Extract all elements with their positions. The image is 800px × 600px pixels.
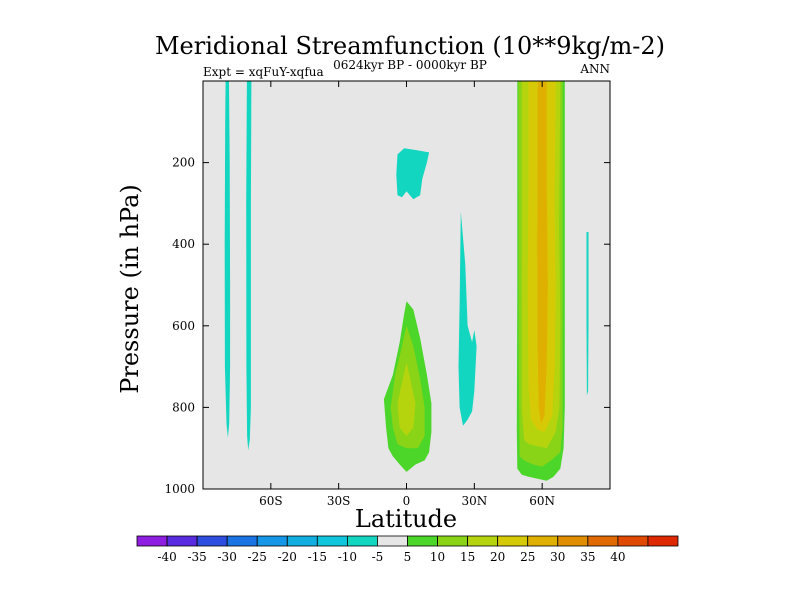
colorbar-swatch	[286, 535, 318, 547]
colorbar-label: -20	[278, 550, 297, 564]
colorbar-swatch	[437, 535, 469, 547]
contour-region-2	[396, 148, 430, 200]
y-tick-label: 1000	[164, 482, 195, 496]
x-axis-label: Latitude	[355, 505, 457, 533]
colorbar-label: -10	[338, 550, 357, 564]
colorbar-label: -35	[187, 550, 206, 564]
colorbar-label: -40	[157, 550, 176, 564]
x-tick-label: 30N	[461, 494, 487, 508]
colorbar-label: -25	[248, 550, 267, 564]
colorbar-label: -5	[372, 550, 384, 564]
colorbar-swatch	[617, 535, 649, 547]
y-axis-ticks: 200 400 600 800 1000	[164, 156, 610, 496]
colorbar-swatch	[316, 535, 348, 547]
colorbar-swatch	[647, 535, 679, 547]
colorbar-swatch	[166, 535, 198, 547]
colorbar-label: 30	[550, 550, 565, 564]
contour-region-3	[458, 211, 477, 426]
contour-region-7	[397, 362, 416, 436]
y-tick-label: 400	[172, 237, 195, 251]
y-tick-label: 800	[172, 400, 195, 414]
chart-title: Meridional Streamfunction (10**9kg/m-2)	[155, 32, 665, 60]
y-tick-label: 600	[172, 319, 195, 333]
contour-region-4	[586, 232, 589, 396]
colorbar-swatch	[557, 535, 589, 547]
experiment-label: Expt = xqFuY-xqfua	[203, 65, 324, 79]
colorbar-label: -30	[218, 550, 237, 564]
colorbar-swatch	[136, 535, 168, 547]
colorbar-label: -15	[308, 550, 327, 564]
period-label: 0624kyr BP - 0000kyr BP	[333, 58, 487, 72]
season-label: ANN	[579, 62, 610, 76]
colorbar-label: 40	[610, 550, 625, 564]
contour-region-12	[537, 81, 548, 424]
x-tick-label: 60N	[529, 494, 555, 508]
colorbar-swatch	[497, 535, 529, 547]
colorbar-swatch	[196, 535, 228, 547]
colorbar-swatch	[256, 535, 288, 547]
colorbar-swatch	[226, 535, 258, 547]
colorbar-swatch	[467, 535, 499, 547]
y-tick-label: 200	[172, 156, 195, 170]
colorbar-label: 5	[404, 550, 412, 564]
contour-regions	[224, 81, 589, 481]
colorbar-label: 35	[580, 550, 595, 564]
colorbar-swatch	[587, 535, 619, 547]
colorbar-swatch	[407, 535, 438, 547]
x-tick-label: 30S	[327, 494, 351, 508]
contour-region-0	[224, 81, 231, 438]
x-axis-ticks: 60S 30S 0 30N 60N	[259, 81, 555, 508]
colorbar: -40 -35 -30 -25 -20 -15 -10 -5 5 10 15 20 25 30 35 40	[136, 535, 679, 564]
x-tick-label: 0	[403, 494, 411, 508]
colorbar-swatch	[377, 535, 408, 547]
colorbar-label: 10	[430, 550, 445, 564]
contour-region-1	[246, 81, 252, 451]
colorbar-label: 15	[460, 550, 475, 564]
colorbar-label: 20	[490, 550, 505, 564]
y-axis-label: Pressure (in hPa)	[116, 184, 144, 394]
colorbar-swatch	[527, 535, 559, 547]
colorbar-swatch	[346, 535, 378, 547]
x-tick-label: 60S	[259, 494, 283, 508]
colorbar-label: 25	[520, 550, 535, 564]
